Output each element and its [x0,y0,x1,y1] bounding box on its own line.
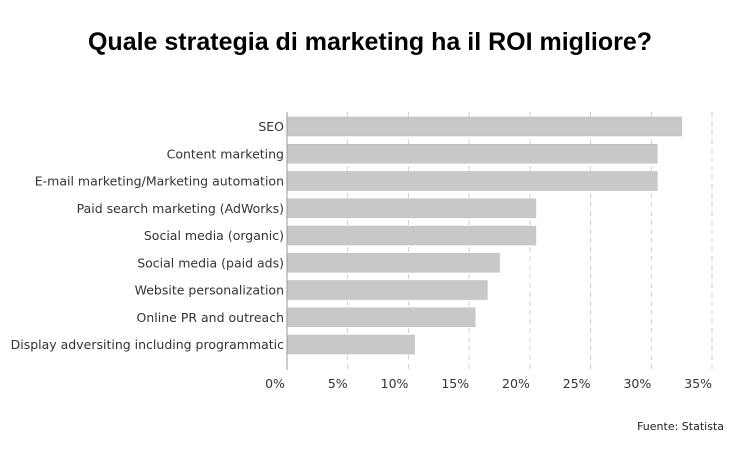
x-tick-label: 5% [328,376,348,391]
x-tick-label: 30% [623,376,651,391]
bar [286,280,488,300]
source-note: Fuente: Statista [637,420,724,433]
x-tick-label: 0% [265,376,285,391]
bar [286,171,658,191]
category-label: E-mail marketing/Marketing automation [35,174,284,189]
category-label: Online PR and outreach [137,310,284,325]
bar [286,253,500,273]
category-label: Paid search marketing (AdWorks) [77,201,284,216]
category-label: Content marketing [167,146,284,161]
category-label: SEO [258,119,284,134]
bars [286,116,682,355]
x-tick-label: 20% [502,376,530,391]
bar [286,334,415,355]
bar [286,225,537,246]
x-tick-label: 10% [381,376,409,391]
category-label: Display adversiting including programmat… [11,337,285,352]
x-tick-label: 25% [563,376,591,391]
bar [286,307,476,327]
bar [286,116,682,137]
x-axis-ticks: 0% 5% 10% 15% 20% 25% 30% 35% [265,376,712,391]
category-label: Social media (paid ads) [137,255,284,270]
category-label: Website personalization [135,283,284,298]
category-labels: SEO Content marketing E-mail marketing/Mar… [11,119,285,352]
category-label: Social media (organic) [144,228,284,243]
bar [286,198,537,218]
bar [286,144,658,164]
chart-title: Quale strategia di marketing ha il ROI m… [87,28,653,56]
x-tick-label: 35% [684,376,712,391]
x-tick-label: 15% [441,376,469,391]
